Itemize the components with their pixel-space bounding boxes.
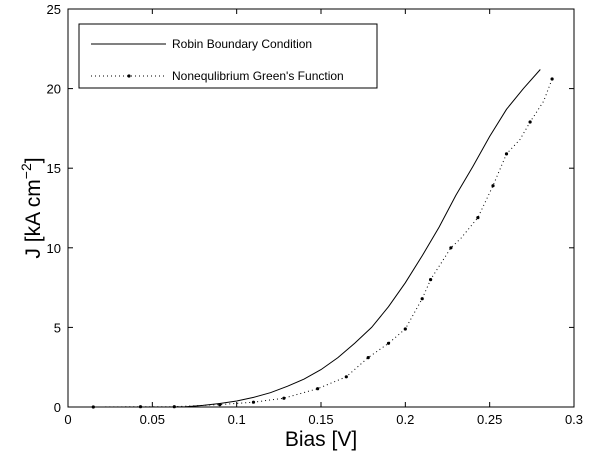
data-point [528,120,532,124]
x-tick-label: 0.25 [477,412,502,427]
data-point [316,387,320,391]
x-tick-label: 0.15 [308,412,333,427]
data-point [218,403,222,407]
x-tick-label: 0 [64,412,71,427]
y-tick-label: 25 [47,2,61,17]
data-point [91,405,95,409]
y-tick-label: 20 [47,82,61,97]
series-line-0 [68,69,541,408]
data-point [504,152,509,156]
y-axis-label-main: J [kA cm [22,179,45,258]
data-point [386,341,391,345]
legend-label-robin: Robin Boundary Condition [172,37,312,51]
data-point [476,216,480,220]
axis-ticks: 0 0.05 0.1 0.15 0.2 0.25 0.3 0 5 10 15 20 25 [47,2,584,427]
data-point [550,77,554,81]
x-tick-label: 0.1 [228,412,246,427]
data-point [344,375,348,379]
data-point [172,405,176,409]
x-tick-label: 0.05 [140,412,165,427]
x-tick-label: 0.2 [396,412,414,427]
x-tick-label: 0.3 [565,412,583,427]
y-tick-label: 0 [54,400,61,415]
y-tick-label: 15 [47,161,61,176]
data-point [251,400,256,404]
x-axis-label: Bias [V] [285,428,357,451]
series-layer [68,69,554,409]
data-point [403,327,407,331]
data-point [491,184,495,188]
legend: Robin Boundary Condition Nonequlibrium G… [78,23,378,89]
y-axis-label: J [kA cm−2] [18,157,45,258]
data-point [282,396,286,400]
data-point [429,278,433,282]
legend-label-negf: Nonequlibrium Green's Function [172,69,344,83]
legend-marker-negf [127,74,131,78]
data-point [420,297,424,301]
data-point [366,356,370,360]
data-point [138,405,143,409]
y-axis-label-end: ] [22,157,45,163]
y-tick-label: 5 [54,320,61,335]
y-tick-label: 10 [47,241,61,256]
y-axis-label-superscript: −2 [18,163,34,179]
data-point [449,246,453,250]
